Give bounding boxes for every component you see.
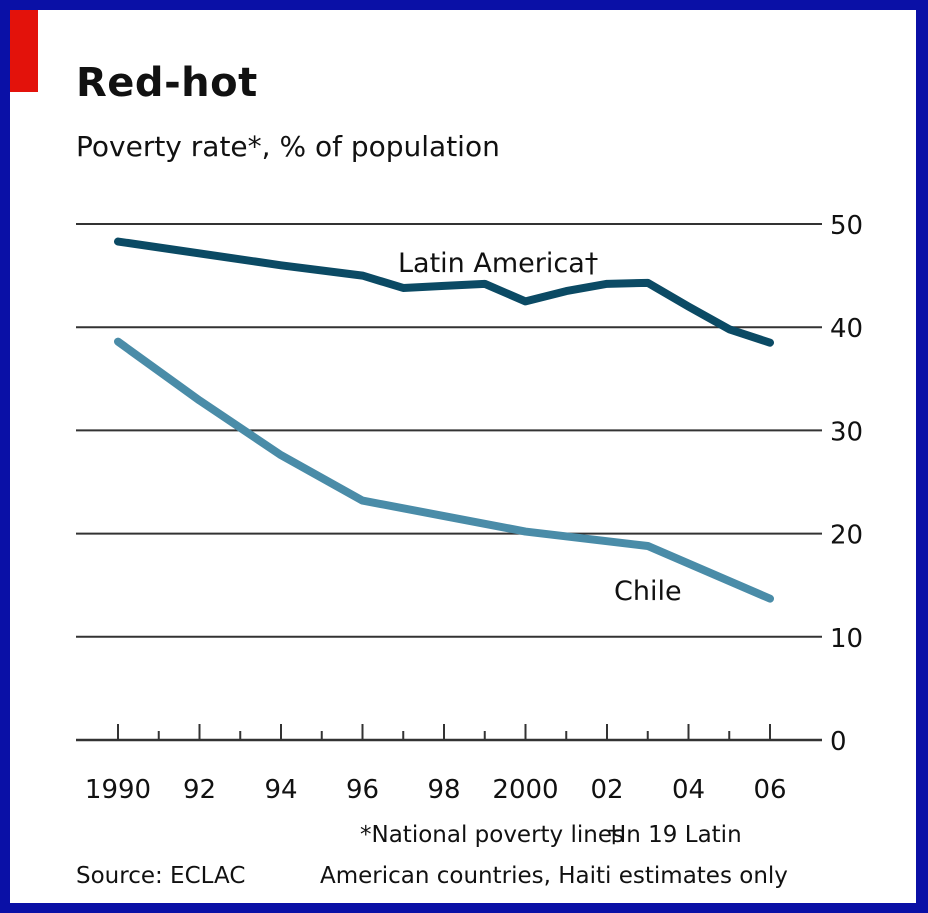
x-axis-ticks: 1990 92 94 96 98 2000 02 04 06 <box>85 724 787 805</box>
chart-subtitle: Poverty rate*, % of population <box>76 130 500 163</box>
gridlines: 0 10 20 30 40 50 <box>76 211 863 757</box>
data-point <box>117 241 119 243</box>
x-tick-label: 94 <box>264 775 297 805</box>
source-note: Source: ECLAC <box>76 863 246 889</box>
x-tick-label: 98 <box>427 775 460 805</box>
y-tick-label: 40 <box>830 314 863 344</box>
series-line-chile <box>114 337 774 603</box>
data-point <box>647 545 649 547</box>
data-point <box>606 283 608 285</box>
x-tick-label: 1990 <box>85 775 151 805</box>
y-tick-label: 50 <box>830 211 863 241</box>
data-point <box>525 300 526 302</box>
data-series <box>114 237 774 603</box>
x-tick-label: 96 <box>346 775 379 805</box>
data-point <box>484 283 486 285</box>
footnote-latin-america-continued: American countries, Haiti estimates only <box>320 863 788 889</box>
x-tick-label: 04 <box>672 775 705 805</box>
x-tick-label: 02 <box>590 775 623 805</box>
y-tick-label: 0 <box>830 727 847 757</box>
data-point <box>280 264 282 266</box>
data-point <box>769 342 771 344</box>
data-point <box>362 500 363 502</box>
data-point <box>647 282 649 284</box>
data-point <box>280 454 282 456</box>
data-point <box>199 399 200 401</box>
x-tick-label: 2000 <box>492 775 558 805</box>
footnote-national: *National poverty lines <box>360 822 624 848</box>
data-point <box>565 290 567 292</box>
chart-panel: Red-hot Poverty rate*, % of population 0… <box>10 10 916 903</box>
data-point <box>443 515 445 517</box>
x-tick-label: 06 <box>753 775 786 805</box>
series-label: Chile <box>614 576 682 607</box>
series-labels: Latin America† Chile <box>398 248 682 607</box>
data-point <box>688 306 689 308</box>
chart-title: Red-hot <box>76 60 258 106</box>
footnote-latin-america: †In 19 Latin <box>608 822 742 848</box>
data-point <box>362 275 363 277</box>
data-point <box>728 328 730 330</box>
x-tick-label: 92 <box>183 775 216 805</box>
brand-accent-bar <box>10 10 38 92</box>
y-tick-label: 30 <box>830 417 863 447</box>
data-point <box>402 287 404 289</box>
data-point <box>769 598 771 600</box>
data-point <box>443 285 445 287</box>
line-chart: 0 10 20 30 40 50 1990 92 94 96 98 2000 02 04 06 Latin… <box>76 211 863 805</box>
series-label: Latin America† <box>398 248 598 279</box>
y-tick-label: 20 <box>830 521 863 551</box>
data-point <box>525 531 526 533</box>
y-tick-label: 10 <box>830 624 863 654</box>
data-point <box>117 341 119 343</box>
